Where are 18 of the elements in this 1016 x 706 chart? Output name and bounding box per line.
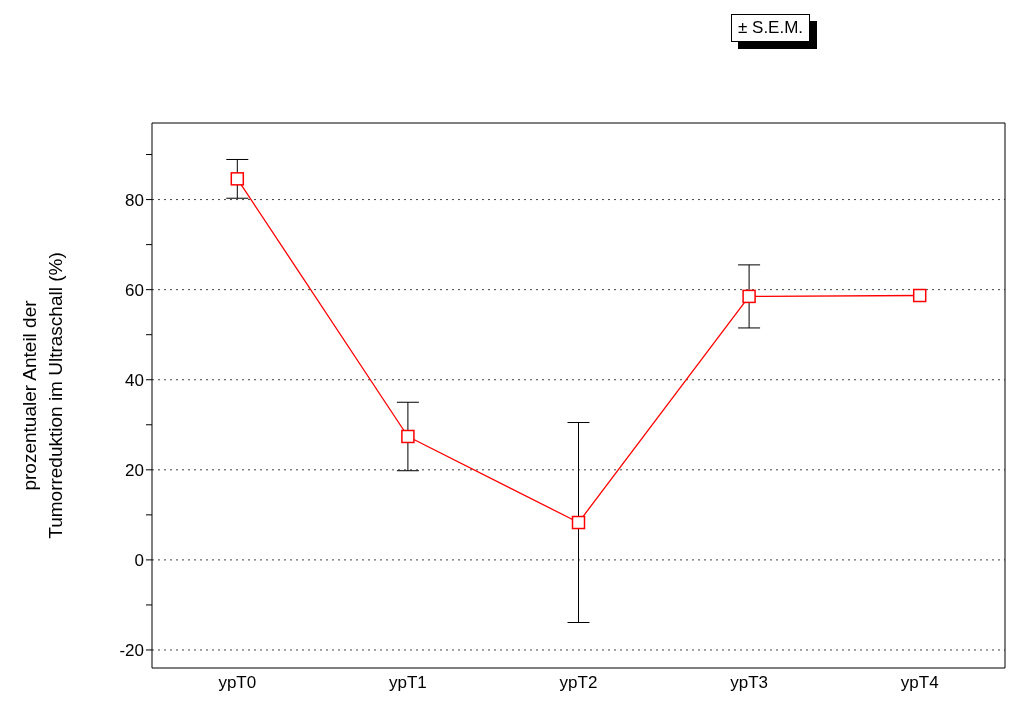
x-tick-label: ypT1	[389, 673, 427, 693]
y-tick-label: -20	[119, 641, 144, 661]
y-tick-label: 0	[134, 550, 144, 570]
point	[401, 429, 415, 444]
x-tick-label: ypT0	[218, 673, 257, 693]
point	[230, 172, 245, 186]
point	[742, 289, 756, 304]
point	[571, 515, 586, 530]
y-axis-title: prozentualer Anteil der Tumorreduktion im Ultraschall (%)	[19, 252, 66, 539]
x-tick-label: ypT4	[900, 673, 939, 693]
y-tick-label: 80	[125, 190, 144, 210]
text: ± S.E.M.	[731, 14, 811, 42]
x-tick-label: ypT3	[730, 673, 768, 693]
y-tick-label: 40	[125, 370, 144, 390]
point	[912, 288, 927, 303]
y-tick-label: 60	[125, 280, 144, 300]
y-tick-label: 20	[125, 460, 144, 480]
x-tick-label: ypT2	[559, 673, 598, 693]
